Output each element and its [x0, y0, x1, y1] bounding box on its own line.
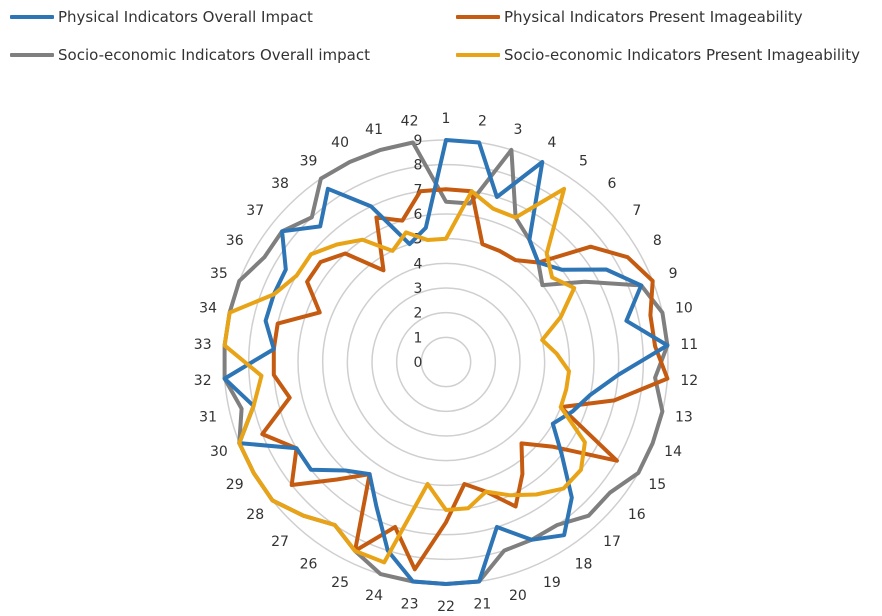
- category-label-3: 3: [513, 122, 522, 138]
- legend-swatch-physical-present: [456, 15, 500, 19]
- category-label-24: 24: [365, 588, 383, 604]
- tick-label-9: 9: [414, 133, 423, 149]
- grid-ring-9: [223, 139, 669, 585]
- tick-label-4: 4: [414, 256, 423, 272]
- category-label-39: 39: [300, 153, 318, 169]
- category-label-11: 11: [680, 337, 698, 353]
- grid-ring-1: [420, 336, 472, 388]
- radial-tick-labels: 0 1 2 3 4 5 6 7 8 9: [414, 133, 423, 371]
- legend: Physical Indicators Overall Impact Physi…: [0, 0, 882, 80]
- grid-ring-5: [321, 237, 571, 487]
- category-label-23: 23: [401, 596, 419, 612]
- category-label-22: 22: [437, 599, 455, 615]
- radar-grid: [223, 139, 669, 585]
- category-label-28: 28: [246, 507, 264, 523]
- category-label-34: 34: [199, 301, 217, 317]
- category-label-35: 35: [210, 266, 228, 282]
- category-label-36: 36: [226, 233, 244, 249]
- category-label-8: 8: [653, 233, 662, 249]
- legend-swatch-socio-overall: [10, 53, 54, 57]
- legend-item-physical-present: Physical Indicators Present Imageability: [456, 8, 803, 26]
- category-label-31: 31: [199, 409, 217, 425]
- legend-label-physical-present: Physical Indicators Present Imageability: [504, 8, 803, 26]
- category-labels: 1 234567891011121314151617181920212223242…: [194, 111, 698, 615]
- category-label-12: 12: [680, 373, 698, 389]
- legend-swatch-socio-present: [456, 53, 500, 57]
- grid-ring-3: [371, 287, 521, 437]
- tick-label-5: 5: [414, 232, 423, 248]
- category-label-10: 10: [675, 301, 693, 317]
- category-label-26: 26: [300, 557, 318, 573]
- category-label-2: 2: [478, 114, 487, 130]
- category-label-15: 15: [648, 477, 666, 493]
- legend-label-physical-overall: Physical Indicators Overall Impact: [58, 8, 313, 26]
- series-line-2: [260, 187, 670, 572]
- category-label-17: 17: [603, 534, 621, 550]
- category-label-32: 32: [194, 373, 212, 389]
- series-line-4: [222, 186, 587, 565]
- category-label-20: 20: [509, 588, 527, 604]
- category-label-18: 18: [575, 557, 593, 573]
- category-label-13: 13: [675, 409, 693, 425]
- legend-label-socio-overall: Socio-economic Indicators Overall impact: [58, 46, 370, 64]
- category-label-37: 37: [246, 203, 264, 219]
- grid-ring-4: [346, 262, 546, 462]
- legend-item-physical-overall: Physical Indicators Overall Impact: [10, 8, 313, 26]
- category-label-16: 16: [628, 507, 646, 523]
- tick-label-6: 6: [414, 207, 423, 223]
- tick-label-8: 8: [414, 158, 423, 174]
- category-label-30: 30: [210, 444, 228, 460]
- category-label-1: 1: [442, 111, 451, 127]
- tick-label-2: 2: [414, 306, 423, 322]
- tick-label-3: 3: [414, 281, 423, 297]
- category-label-29: 29: [226, 477, 244, 493]
- legend-label-socio-present: Socio-economic Indicators Present Imagea…: [504, 46, 860, 64]
- grid-ring-8: [247, 163, 645, 561]
- grid-ring-2: [395, 311, 497, 413]
- tick-label-7: 7: [414, 182, 423, 198]
- category-label-40: 40: [331, 135, 349, 151]
- category-label-7: 7: [632, 203, 641, 219]
- category-label-21: 21: [473, 596, 491, 612]
- category-label-4: 4: [547, 135, 556, 151]
- category-label-9: 9: [669, 266, 678, 282]
- category-label-27: 27: [271, 534, 289, 550]
- tick-label-0: 0: [414, 355, 423, 371]
- category-label-25: 25: [331, 575, 349, 591]
- category-label-14: 14: [664, 444, 682, 460]
- category-label-19: 19: [543, 575, 561, 591]
- category-label-6: 6: [608, 176, 617, 192]
- legend-item-socio-overall: Socio-economic Indicators Overall impact: [10, 46, 370, 64]
- series-line-1: [222, 138, 670, 586]
- tick-label-1: 1: [414, 330, 423, 346]
- category-label-5: 5: [579, 153, 588, 169]
- category-label-42: 42: [401, 114, 419, 130]
- category-label-38: 38: [271, 176, 289, 192]
- legend-item-socio-present: Socio-economic Indicators Present Imagea…: [456, 46, 860, 64]
- radar-series: [222, 138, 670, 586]
- category-label-41: 41: [365, 122, 383, 138]
- legend-swatch-physical-overall: [10, 15, 54, 19]
- category-label-33: 33: [194, 337, 212, 353]
